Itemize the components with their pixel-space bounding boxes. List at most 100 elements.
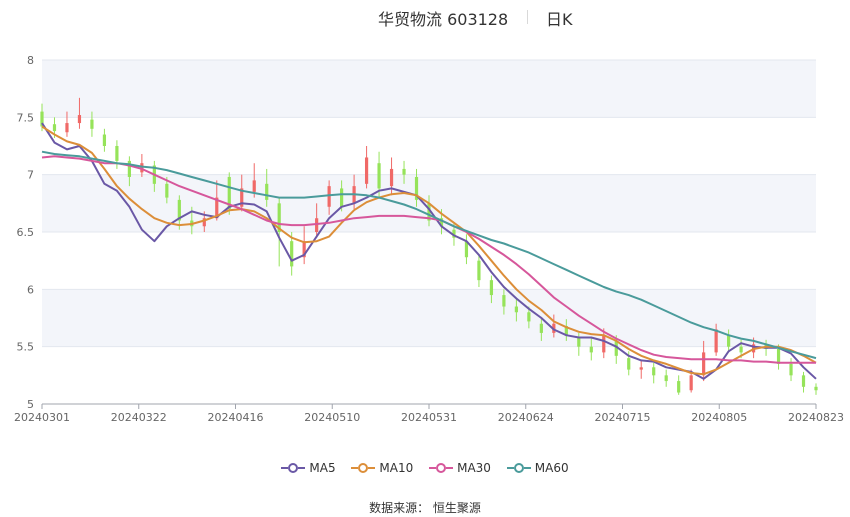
candle-body <box>589 346 593 353</box>
candle-body <box>327 186 331 207</box>
candle-body <box>140 163 144 173</box>
y-tick-label: 5 <box>27 398 34 411</box>
ma-line-ma60 <box>41 150 817 360</box>
legend-line <box>368 467 376 469</box>
candle-body <box>801 375 806 387</box>
y-tick-label: 7 <box>27 169 34 182</box>
candle-body <box>464 241 469 258</box>
x-tick-label: 20240416 <box>208 411 264 424</box>
legend-item-ma60[interactable]: MA60 <box>506 461 569 475</box>
candle-body <box>527 312 531 322</box>
legend: MA5 MA10 MA30 MA60 <box>0 458 850 475</box>
legend-marker <box>288 463 299 473</box>
candle-body <box>577 337 581 347</box>
candle-body <box>265 183 269 200</box>
candle-body <box>564 326 568 336</box>
y-tick-label: 6.5 <box>17 226 35 239</box>
legend-line <box>298 467 306 469</box>
candle-body <box>302 241 306 258</box>
candle-body <box>452 229 456 238</box>
data-source: 数据来源： 恒生聚源 <box>0 499 850 516</box>
ma-line-ma30 <box>41 155 816 364</box>
period-label[interactable]: 日K <box>546 10 573 29</box>
candle-body <box>639 367 643 370</box>
candlestick-chart: 5 5.5 6 6.5 7 7.5 8 20240301 20240322 20240416 202… <box>14 54 844 424</box>
candle-body <box>77 115 82 124</box>
candle-body <box>439 218 444 227</box>
candle-body <box>539 323 543 333</box>
candle-body <box>90 119 94 129</box>
candle-body <box>502 295 506 307</box>
candle-body <box>789 363 793 376</box>
legend-item-ma10[interactable]: MA10 <box>351 461 413 475</box>
grid <box>42 59 816 405</box>
candle-body <box>402 168 406 175</box>
legend-line <box>506 467 514 469</box>
candle-body <box>427 203 431 221</box>
legend-label: MA30 <box>457 461 491 475</box>
axes: 5 5.5 6 6.5 7 7.5 8 20240301 20240322 20240416 202… <box>14 54 844 424</box>
candle-body <box>65 123 69 133</box>
candle-body <box>677 381 681 393</box>
legend-line <box>281 467 289 469</box>
y-tick-label: 6 <box>27 283 34 296</box>
legend-item-ma30[interactable]: MA30 <box>429 461 491 475</box>
ma-line-ma10 <box>41 125 817 376</box>
legend-label: MA10 <box>379 461 414 475</box>
candle-body <box>340 188 344 207</box>
x-tick-label: 20240322 <box>111 411 167 424</box>
x-tick-label: 20240301 <box>14 411 70 424</box>
candle-body <box>814 386 818 391</box>
candle-body <box>727 335 731 347</box>
legend-line <box>523 467 531 469</box>
grid-band <box>42 60 816 118</box>
candle-body <box>227 176 231 210</box>
legend-line <box>429 467 437 469</box>
candle-body <box>627 358 631 370</box>
candle-body <box>414 176 419 200</box>
candle-body <box>664 375 668 382</box>
candle-body <box>252 180 256 192</box>
candle-body <box>115 146 119 161</box>
candle-body <box>127 160 131 177</box>
candle-body <box>477 260 481 281</box>
candle-body <box>215 197 219 219</box>
title-separator <box>527 10 528 24</box>
candle-body <box>489 280 494 296</box>
chart-header: 华贸物流 603128 日K <box>0 6 850 29</box>
candle-body <box>277 203 281 232</box>
candle-body <box>652 367 656 376</box>
x-tick-label: 20240510 <box>304 411 360 424</box>
legend-marker <box>358 463 369 473</box>
candle-body <box>40 111 44 127</box>
source-label: 数据来源： <box>369 501 430 515</box>
x-tick-label: 20240805 <box>691 411 747 424</box>
candle-body <box>290 241 294 267</box>
candle-body <box>377 163 381 189</box>
candle-body <box>776 348 781 364</box>
candle-body <box>52 124 57 132</box>
legend-marker <box>436 463 447 473</box>
y-tick-label: 5.5 <box>17 341 35 354</box>
candle-body <box>202 218 206 227</box>
candle-body <box>177 199 181 221</box>
candle-body <box>614 340 618 356</box>
candle-body <box>389 168 394 187</box>
candle-body <box>514 306 518 313</box>
y-tick-label: 7.5 <box>17 111 35 124</box>
candle-body <box>739 346 743 353</box>
candle-body <box>702 352 706 376</box>
source-provider: 恒生聚源 <box>432 501 481 515</box>
legend-label: MA60 <box>534 461 569 475</box>
candle-body <box>165 183 169 198</box>
y-tick-label: 8 <box>27 54 34 67</box>
candle-body <box>602 335 606 353</box>
legend-item-ma5[interactable]: MA5 <box>281 461 336 475</box>
candle-body <box>714 329 718 353</box>
legend-line <box>446 467 454 469</box>
candle-body <box>102 134 107 146</box>
grid-band <box>42 289 816 347</box>
x-tick-label: 20240624 <box>498 411 554 424</box>
candle-body <box>689 375 693 391</box>
x-tick-label: 20240823 <box>788 411 844 424</box>
